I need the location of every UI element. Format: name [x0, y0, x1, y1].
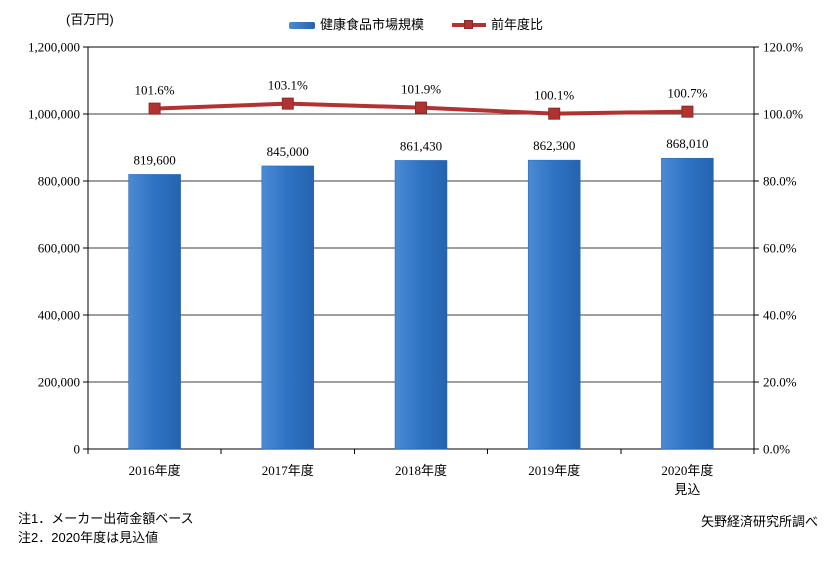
legend-label-market-size: 健康食品市場規模 [319, 17, 424, 32]
legend-item-yoy-ratio: 前年度比 [452, 16, 543, 34]
left-axis-tick-label: 1,000,000 [28, 107, 80, 122]
line-value-label: 103.1% [268, 78, 308, 93]
bar-2018年度 [394, 160, 448, 450]
x-axis-label: 2020年度 [661, 463, 713, 478]
bar-2017年度 [261, 165, 315, 450]
left-axis-unit-label: (百万円) [66, 12, 114, 27]
bar-2016年度 [128, 174, 181, 450]
right-axis-tick-label: 60.0% [763, 241, 797, 256]
line-value-label: 100.7% [667, 86, 707, 101]
left-axis-tick-label: 200,000 [38, 375, 80, 390]
footnote-1: 注1．メーカー出荷金額ベース [18, 511, 194, 526]
line-value-label: 101.6% [135, 83, 175, 98]
legend-label-yoy-ratio: 前年度比 [491, 17, 544, 32]
x-axis-label: 2017年度 [262, 463, 314, 478]
x-axis-label: 2019年度 [528, 463, 580, 478]
bar-series-swatch-icon [288, 21, 315, 29]
left-axis-tick-label: 1,200,000 [28, 40, 80, 55]
legend-item-market-size: 健康食品市場規模 [288, 16, 424, 34]
line-marker-2018年度 [415, 101, 427, 114]
line-marker-2019年度 [548, 107, 561, 120]
bar-value-label: 845,000 [267, 144, 309, 159]
bar-value-label: 861,430 [400, 138, 442, 153]
right-axis-tick-label: 100.0% [763, 107, 803, 122]
left-axis-tick-label: 0 [74, 442, 81, 457]
right-axis-tick-label: 120.0% [763, 40, 803, 55]
footnote-2: 注2．2020年度は見込値 [18, 530, 159, 545]
x-axis-label: 2016年度 [129, 463, 181, 478]
line-value-label: 100.1% [534, 88, 574, 103]
right-axis-tick-label: 20.0% [763, 375, 797, 390]
right-axis-tick-label: 0.0% [763, 442, 790, 457]
line-marker-2020年度 [681, 105, 694, 118]
left-axis-tick-label: 800,000 [38, 174, 80, 189]
bar-value-label: 819,600 [133, 152, 175, 167]
left-axis-tick-label: 600,000 [38, 241, 80, 256]
line-marker-2017年度 [281, 97, 294, 110]
source-credit: 矢野経済研究所調べ [700, 514, 818, 529]
bar-2019年度 [527, 159, 581, 450]
right-axis-tick-label: 80.0% [763, 174, 797, 189]
footnotes: 注1．メーカー出荷金額ベース 注2．2020年度は見込値 [18, 509, 194, 547]
right-axis-tick-label: 40.0% [763, 308, 797, 323]
x-axis-sub-label: 見込 [674, 482, 700, 497]
line-series-swatch-icon [452, 20, 486, 29]
left-axis-tick-label: 400,000 [38, 308, 80, 323]
plot-area: 0 200,000 400,000 600,000 800,000 1,000,000 1,… [28, 40, 803, 498]
chart-legend: 健康食品市場規模 前年度比 [0, 16, 832, 34]
line-value-label: 101.9% [401, 82, 441, 97]
line-series-marker-icon [464, 20, 473, 29]
bar-value-label: 862,300 [533, 138, 575, 153]
x-axis-label: 2018年度 [395, 463, 447, 478]
bar-value-label: 868,010 [666, 136, 708, 151]
line-marker-2016年度 [148, 102, 161, 115]
bar-2020年度 [661, 157, 714, 450]
